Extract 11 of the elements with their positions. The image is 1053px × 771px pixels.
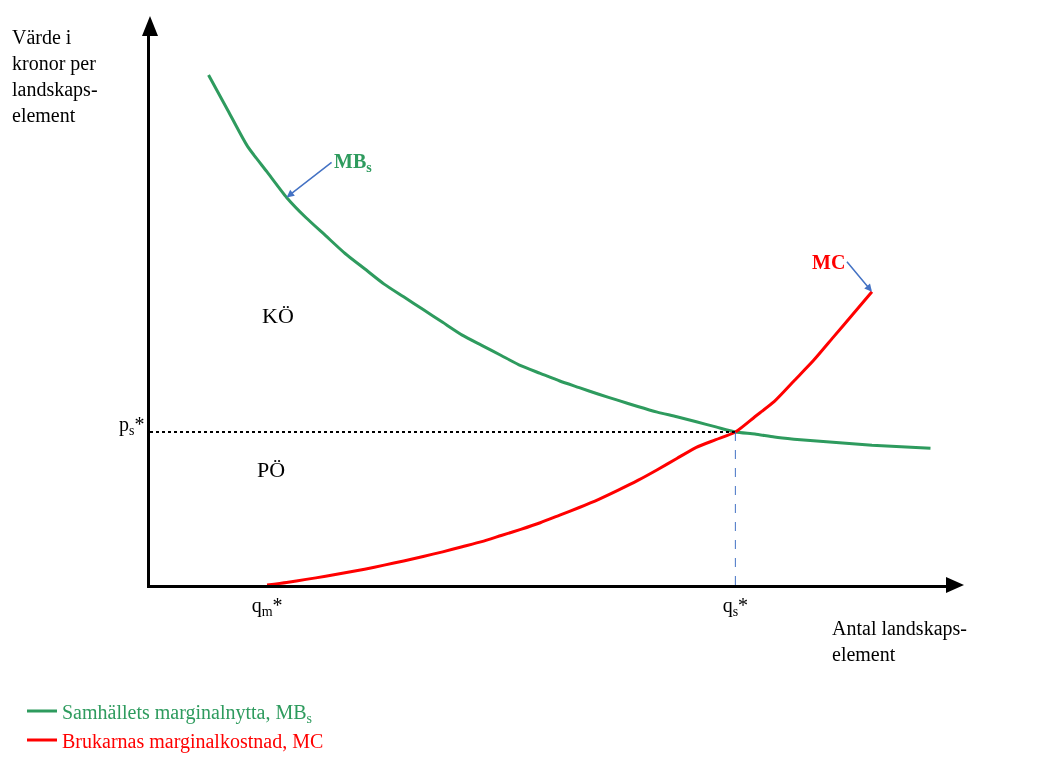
annotation: KÖ (262, 303, 294, 328)
legend-label: Samhällets marginalnytta, MB$_{s}$ (62, 700, 313, 727)
x-axis-title: Antal landskaps- element (832, 617, 967, 665)
x-tick-label: q$_{m}$* (251, 594, 283, 620)
legend-label: Brukarnas marginalkostnad, MC (62, 729, 324, 753)
y-axis-title: Värde i kronor per landskaps- element (12, 26, 98, 126)
annotation: MB$_{s}$ (334, 150, 373, 176)
ref-line-label: p$_{s}$* (119, 413, 145, 439)
x-tick-label: q$_{s}$* (722, 594, 749, 620)
annotation: PÖ (257, 457, 286, 482)
annotation: MC (812, 251, 846, 273)
